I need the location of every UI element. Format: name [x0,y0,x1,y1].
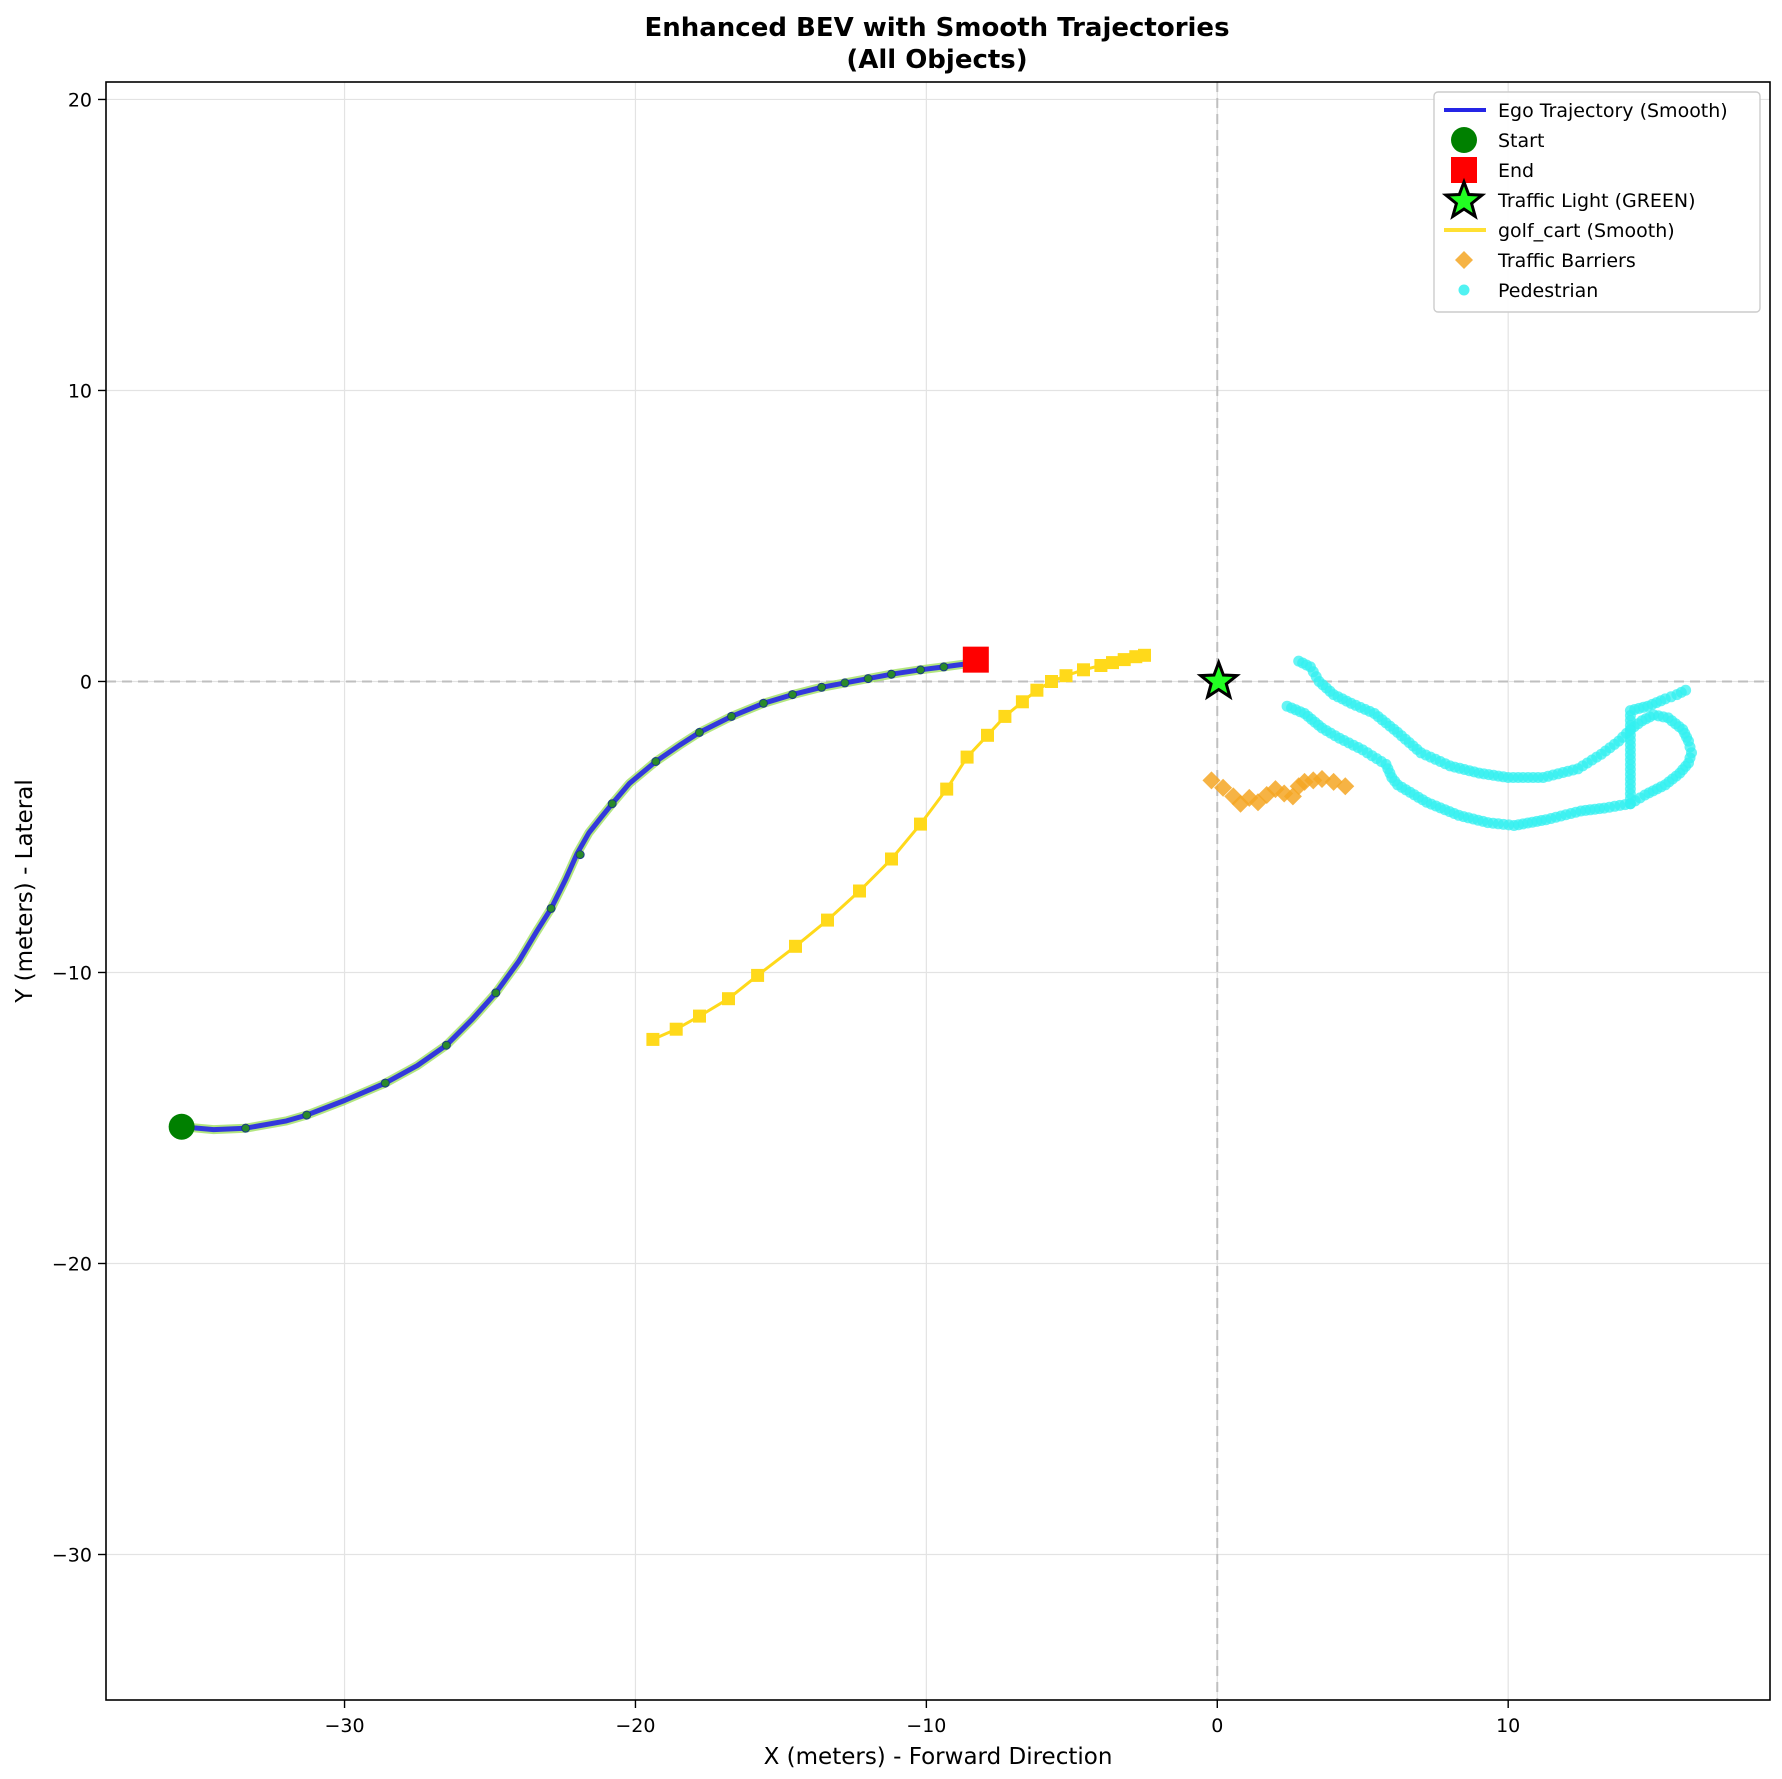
reference-lines [106,82,1770,1700]
y-axis-label: Y (meters) - Lateral [12,779,38,1003]
x-tick-label: 10 [1496,1715,1520,1737]
ego-trajectory-marker [939,662,949,672]
traffic-barrier-marker [1336,777,1355,796]
golf-cart-marker [646,1032,660,1046]
golf-cart-marker [1045,675,1058,688]
x-axis-label: X (meters) - Forward Direction [764,1744,1113,1770]
golf-cart-marker [693,1009,706,1023]
legend: Ego Trajectory (Smooth) Start End Traffic L… [1433,91,1761,313]
start-marker [168,1113,195,1140]
ego-trajectory-marker [694,727,704,737]
golf-cart-marker [669,1022,683,1036]
golf-cart-marker [1059,669,1073,683]
chart-title-line2: (All Objects) [846,45,1027,75]
golf-cart-marker [1138,648,1151,662]
golf-cart-marker [751,968,765,982]
legend-label: Traffic Barriers [1497,250,1636,272]
golf-cart-marker [1094,659,1108,672]
golf-cart-marker [853,884,866,898]
golf-cart-marker [885,852,898,866]
x-tick-label: 0 [1211,1715,1223,1737]
ego-trajectory-marker [726,711,736,721]
ego-trajectory-marker [607,799,617,809]
ego-trajectory-line [179,660,979,1133]
ego-trajectory-marker [863,674,873,684]
legend-label: Start [1498,130,1544,152]
ego-trajectory-marker [817,682,827,692]
legend-handle-diamond [1455,251,1473,269]
x-tick-label: −10 [906,1715,946,1737]
ego-trajectory-marker [441,1040,451,1050]
golf-cart-marker [1117,653,1131,667]
golf-cart-marker [914,817,927,831]
legend-handle-star [1441,177,1487,220]
legend-label: Traffic Light (GREEN) [1497,190,1696,212]
golf-cart-marker [722,992,735,1006]
chart-title-line1: Enhanced BEV with Smooth Trajectories [644,13,1229,43]
ego-trajectory-marker [380,1078,390,1088]
end-marker [962,646,989,673]
plot-frame [105,81,1771,1701]
pedestrian-point [1680,684,1692,696]
golf-cart-marker [981,728,994,742]
ego-trajectory-marker [302,1110,312,1120]
y-tick-label: −10 [52,962,92,984]
grid [106,82,1770,1700]
ego-trajectory-marker [241,1123,251,1133]
golf-cart-marker [940,782,954,796]
golf-cart-marker [821,913,834,927]
legend-label: golf_cart (Smooth) [1498,220,1675,242]
ego-trajectory-marker [575,850,585,860]
golf-cart-marker [1030,683,1044,697]
ticks: −30 −20 −10 0 10 20 10 0 −10 −20 −30 [52,89,1520,1737]
golf-cart-marker [1015,695,1029,709]
golf-cart-marker [1106,656,1119,670]
legend-handle-circle [1451,127,1477,153]
y-tick-label: −20 [52,1253,92,1275]
traffic-barrier-marker [1214,778,1233,797]
ego-trajectory-marker [491,988,501,998]
legend-label: Pedestrian [1498,280,1598,302]
ego-trajectory-marker [916,665,926,675]
y-tick-label: 10 [68,380,92,402]
series-layer [168,646,1697,1140]
golf-cart-marker [998,709,1012,723]
traffic-light-marker [1196,658,1241,701]
y-tick-label: 0 [80,671,92,693]
ego-trajectory-marker [651,757,661,767]
legend-label: End [1498,160,1534,182]
ego-trajectory-marker [546,903,556,913]
ego-trajectory-marker [788,690,798,700]
legend-box [1433,91,1761,313]
golf-cart-marker [960,750,974,764]
x-tick-label: −30 [324,1715,364,1737]
plot-background [106,82,1770,1700]
ego-trajectory-marker [758,698,768,708]
golf-cart-marker [789,939,802,953]
y-tick-label: −30 [52,1544,92,1566]
ego-trajectory-marker [840,678,850,688]
traffic-barrier-marker [1202,771,1221,790]
ego-trajectory-marker [886,669,896,679]
golf-cart-marker [1077,663,1090,677]
x-tick-label: −20 [615,1715,655,1737]
y-tick-label: 20 [68,89,92,111]
legend-handle-dot [1458,284,1470,296]
legend-label: Ego Trajectory (Smooth) [1498,100,1728,122]
